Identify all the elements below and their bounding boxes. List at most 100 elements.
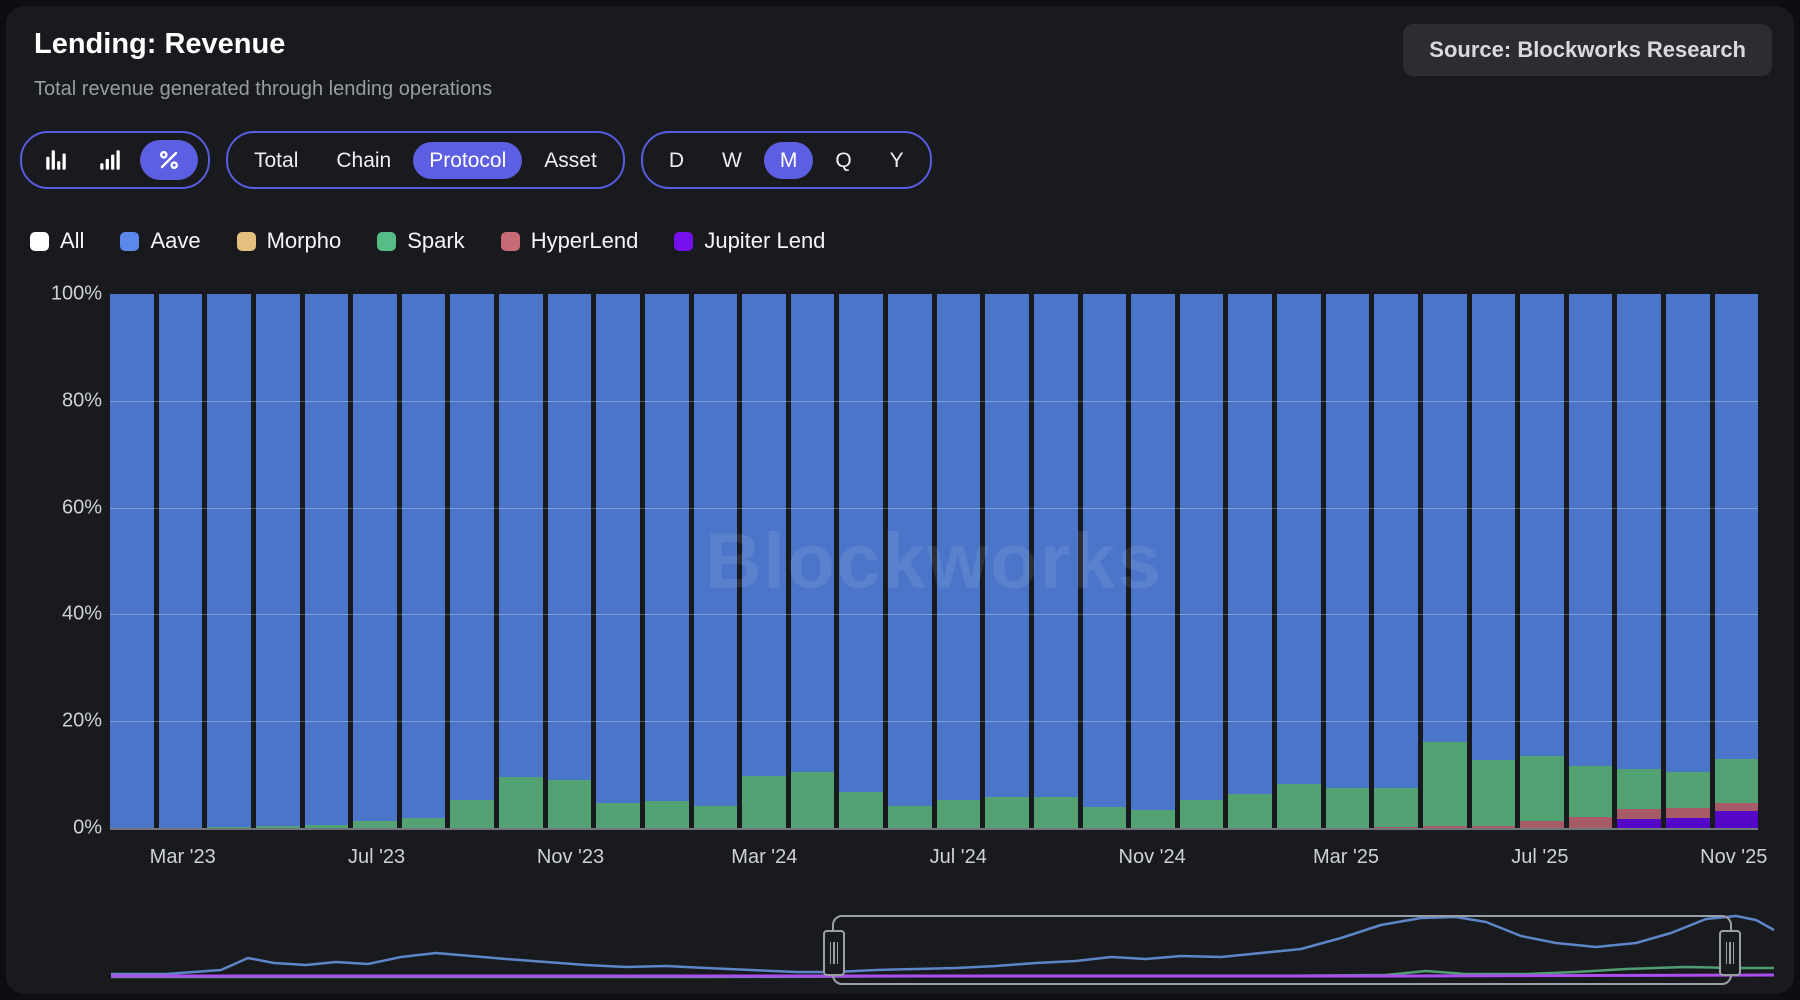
- segment-aave: [693, 294, 738, 807]
- legend-item-morpho[interactable]: Morpho: [236, 228, 341, 254]
- bar-oct--24[interactable]: [1082, 294, 1127, 828]
- bar-jan--25[interactable]: [1228, 294, 1272, 828]
- segment-aave: [1374, 294, 1418, 789]
- x-axis-tick: Jul '24: [929, 846, 987, 868]
- bar-may--23[interactable]: [255, 294, 300, 828]
- bar-mar--24[interactable]: [742, 294, 786, 828]
- interval-q[interactable]: Q: [819, 142, 867, 179]
- interval-d[interactable]: D: [653, 142, 700, 179]
- segment-spark: [1520, 755, 1564, 822]
- segment-aave: [450, 294, 494, 800]
- segment-aave: [1714, 294, 1759, 760]
- segment-spark: [1374, 788, 1418, 827]
- bar-aug--25[interactable]: [1568, 294, 1613, 828]
- tab-total[interactable]: Total: [238, 142, 314, 179]
- bar-dec--24[interactable]: [1179, 294, 1224, 828]
- y-axis-tick: 40%: [61, 602, 102, 625]
- bar-mar--23[interactable]: [158, 294, 203, 828]
- segment-spark: [353, 821, 397, 828]
- brush-right-handle[interactable]: [1719, 930, 1741, 976]
- tab-chain[interactable]: Chain: [320, 142, 407, 179]
- legend-item-aave[interactable]: Aave: [120, 228, 201, 254]
- bar-feb--23[interactable]: [110, 294, 154, 828]
- bar-apr--25[interactable]: [1374, 294, 1418, 828]
- legend-label: All: [60, 228, 85, 253]
- chart-card: Lending: Revenue Total revenue generated…: [6, 6, 1794, 994]
- segment-jupiter-lend: [1617, 818, 1661, 828]
- bar-jun--25[interactable]: [1471, 294, 1516, 828]
- bar-may--25[interactable]: [1422, 294, 1467, 828]
- legend-item-hyperlend[interactable]: HyperLend: [500, 228, 639, 254]
- brush-left-handle[interactable]: [823, 930, 845, 976]
- segment-hyperlend: [1374, 826, 1418, 828]
- legend-label: HyperLend: [530, 228, 639, 253]
- segment-aave: [255, 294, 300, 827]
- legend-swatch: [30, 231, 49, 251]
- bar-feb--25[interactable]: [1277, 294, 1321, 828]
- bar-apr--24[interactable]: [790, 294, 835, 828]
- bar-jun--24[interactable]: [888, 294, 932, 828]
- bar-feb--24[interactable]: [693, 294, 738, 828]
- bar-jul--24[interactable]: [936, 294, 981, 828]
- bar-mar--25[interactable]: [1325, 294, 1370, 828]
- segment-aave: [1033, 294, 1078, 798]
- segment-aave: [888, 294, 932, 807]
- source-badge: Source: Blockworks Research: [1403, 24, 1772, 76]
- navigator-brush-window[interactable]: [832, 915, 1732, 985]
- y-axis-labels: 100% 80% 60% 40% 20% 0%: [24, 283, 102, 839]
- legend-item-all[interactable]: All: [30, 228, 84, 254]
- ascending-bar-chart-icon-button[interactable]: [86, 140, 134, 180]
- tab-asset[interactable]: Asset: [528, 142, 613, 179]
- interval-y[interactable]: Y: [874, 142, 920, 179]
- bar-oct--25[interactable]: [1666, 294, 1710, 828]
- percent-view-button[interactable]: [140, 140, 198, 180]
- segment-aave: [596, 294, 640, 803]
- interval-w[interactable]: W: [706, 142, 758, 179]
- segment-spark: [1228, 793, 1272, 828]
- y-axis-tick: 100%: [50, 282, 102, 305]
- bar-sep--23[interactable]: [450, 294, 494, 828]
- segment-spark: [1179, 800, 1224, 828]
- bar-jan--24[interactable]: [644, 294, 689, 828]
- bar-aug--23[interactable]: [401, 294, 446, 828]
- x-axis-tick: Nov '23: [536, 846, 605, 868]
- segment-spark: [1033, 797, 1078, 828]
- x-axis-tick: Mar '23: [149, 846, 216, 868]
- segment-aave: [1131, 294, 1175, 811]
- segment-aave: [644, 294, 689, 802]
- interval-m[interactable]: M: [763, 141, 814, 179]
- segment-hyperlend: [1617, 808, 1661, 819]
- bar-aug--24[interactable]: [985, 294, 1029, 828]
- bar-sep--25[interactable]: [1617, 294, 1661, 828]
- bar-sep--24[interactable]: [1033, 294, 1078, 828]
- bar-jun--23[interactable]: [304, 294, 349, 828]
- segment-jupiter-lend: [1714, 810, 1759, 828]
- segment-aave: [110, 294, 154, 828]
- bar-jul--25[interactable]: [1520, 294, 1564, 828]
- page-title: Lending: Revenue: [34, 28, 286, 60]
- timeline-navigator[interactable]: [111, 913, 1775, 988]
- bar-jul--23[interactable]: [353, 294, 397, 828]
- segment-aave: [1568, 294, 1613, 767]
- legend-item-spark[interactable]: Spark: [377, 228, 465, 254]
- bar-nov--23[interactable]: [547, 294, 592, 828]
- tab-protocol[interactable]: Protocol: [413, 141, 523, 179]
- column-chart-icon-button[interactable]: [32, 140, 80, 180]
- bar-nov--25[interactable]: [1714, 294, 1759, 828]
- bar-dec--23[interactable]: [596, 294, 640, 828]
- bar-apr--23[interactable]: [207, 294, 251, 828]
- legend-item-jupiter-lend[interactable]: Jupiter Lend: [674, 228, 825, 254]
- segment-aave: [1228, 294, 1272, 794]
- x-axis-tick: Nov '25: [1700, 846, 1768, 868]
- segment-spark: [839, 792, 883, 828]
- bar-nov--24[interactable]: [1131, 294, 1175, 828]
- segment-spark: [255, 826, 300, 828]
- segment-jupiter-lend: [1666, 817, 1710, 828]
- bar-may--24[interactable]: [839, 294, 883, 828]
- bar-oct--23[interactable]: [499, 294, 543, 828]
- segment-hyperlend: [1666, 807, 1710, 818]
- segment-aave: [1422, 294, 1467, 743]
- segment-spark: [207, 826, 251, 828]
- segment-spark: [985, 797, 1029, 828]
